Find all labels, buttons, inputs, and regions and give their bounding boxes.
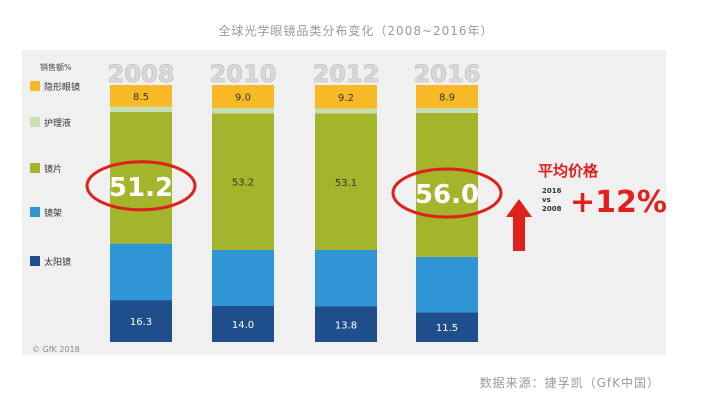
annotation-year-1: 2016 [542,187,562,195]
data-label-2016-隐形眼镜: 8.9 [439,92,455,103]
highlight-circle-2016 [391,167,503,219]
bar-2012-镜片 [315,113,377,250]
annotation-box [519,217,649,251]
highlight-label-2016: 56.0 [415,180,479,210]
annotation-vs: vs [542,196,551,204]
data-label-2008-太阳镜: 16.3 [130,317,152,328]
bar-2012-护理液 [315,108,377,114]
bar-2012-隐形眼镜 [315,85,377,109]
copyright-text: © GfK 2018 [32,345,80,354]
legend-swatch-太阳镜 [30,256,40,266]
legend-label-太阳镜: 太阳镜 [44,256,71,268]
bar-2010-镜片 [212,113,274,250]
highlight-label-2008: 51.2 [109,173,173,203]
up-arrow-icon [506,199,532,251]
legend-swatch-隐形眼镜 [30,81,40,91]
bar-2016-隐形眼镜 [416,85,478,108]
data-label-2016-太阳镜: 11.5 [436,323,458,334]
bar-2010-护理液 [212,108,274,114]
bar-2008-隐形眼镜 [110,85,172,107]
legend-label-镜片: 镜片 [44,163,62,175]
highlight-circle-2008 [85,160,197,212]
legend-label-护理液: 护理液 [44,117,71,129]
year-label-2012: 2012 [313,60,380,88]
bar-2016-护理液 [416,107,478,113]
annotation-title: 平均价格 [538,162,599,180]
legend-swatch-镜架 [30,207,40,217]
data-label-2008-隐形眼镜: 8.5 [133,92,149,103]
data-label-2010-隐形眼镜: 9.0 [235,93,251,104]
bar-2010-太阳镜 [212,306,274,342]
legend-swatch-镜片 [30,163,40,173]
bar-2012-镜架 [315,250,377,307]
bar-2008-镜片 [110,112,172,244]
year-label-2008: 2008 [108,60,175,88]
data-label-2012-隐形眼镜: 9.2 [338,93,354,104]
bar-2010-镜架 [212,250,274,306]
bar-2016-镜片 [416,113,478,257]
chart-panel: 16.3 51.2 8.5 2008 14.0 53.2 9.0 2010 13.8 53.1 9.… [22,50,666,355]
data-label-2012-镜片: 53.1 [335,178,357,189]
y-axis-label: 销售额% [40,62,72,72]
data-label-2010-太阳镜: 14.0 [232,320,254,331]
bar-2012-太阳镜 [315,306,377,342]
bar-2016-太阳镜 [416,312,478,342]
bar-2008-镜架 [110,243,172,301]
chart-svg: 16.3 51.2 8.5 2008 14.0 53.2 9.0 2010 13.8 53.1 9.… [30,60,666,342]
annotation-change: +12% [570,185,666,220]
legend-swatch-护理液 [30,117,40,127]
data-label-2010-镜片: 53.2 [232,178,254,189]
annotation-year-2: 2008 [542,205,562,213]
year-label-2010: 2010 [210,60,277,88]
year-label-2016: 2016 [414,60,481,88]
chart-title: 全球光学眼镜品类分布变化（2008~2016年） [218,24,494,38]
legend-label-镜架: 镜架 [44,207,62,219]
source-note: 数据来源：捷孚凯（GfK中国） [479,376,660,390]
legend-label-隐形眼镜: 隐形眼镜 [44,81,80,93]
bar-2010-隐形眼镜 [212,85,274,109]
bar-2016-镜架 [416,256,478,313]
bar-2008-太阳镜 [110,300,172,342]
data-label-2012-太阳镜: 13.8 [335,320,357,331]
bar-2008-护理液 [110,106,172,112]
